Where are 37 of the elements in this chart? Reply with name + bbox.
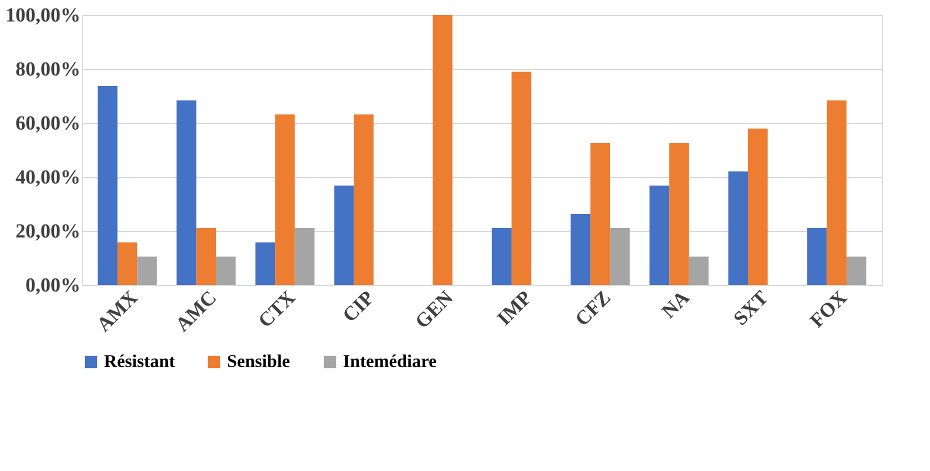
- bar: [492, 228, 512, 285]
- bar: [216, 256, 236, 285]
- y-tick-label: 80,00%: [16, 58, 80, 80]
- y-tick-label: 60,00%: [16, 112, 80, 134]
- bar: [137, 256, 157, 285]
- bar: [846, 256, 866, 285]
- bar: [688, 256, 709, 285]
- bar: [826, 100, 847, 285]
- bar: [610, 228, 630, 285]
- bar: [807, 228, 827, 285]
- x-tick-label: CFZ: [571, 286, 616, 331]
- y-tick-label: 40,00%: [16, 166, 80, 188]
- bar: [354, 114, 374, 285]
- y-tick-label: 100,00%: [6, 4, 80, 26]
- bar: [98, 86, 118, 285]
- bar: [512, 72, 532, 285]
- bar: [334, 186, 354, 285]
- x-tick-label: CIP: [338, 286, 379, 327]
- bar: [748, 128, 768, 285]
- bar: [275, 114, 295, 285]
- bar: [728, 171, 748, 285]
- bar: [176, 100, 196, 285]
- legend-label: Sensible: [227, 351, 290, 371]
- legend-label: Résistant: [104, 351, 176, 371]
- legend-label: Intemédiare: [343, 351, 437, 371]
- y-tick-label: 20,00%: [16, 220, 80, 242]
- bar: [570, 214, 590, 285]
- bar: [669, 142, 689, 285]
- bar: [649, 186, 670, 285]
- bar: [196, 228, 216, 285]
- bar: [255, 242, 276, 285]
- y-tick-label: 0,00%: [26, 274, 80, 296]
- bar: [294, 228, 315, 285]
- bar: [432, 15, 452, 285]
- bar: [590, 142, 610, 285]
- x-tick-label: NA: [658, 286, 694, 323]
- bar: [117, 242, 138, 285]
